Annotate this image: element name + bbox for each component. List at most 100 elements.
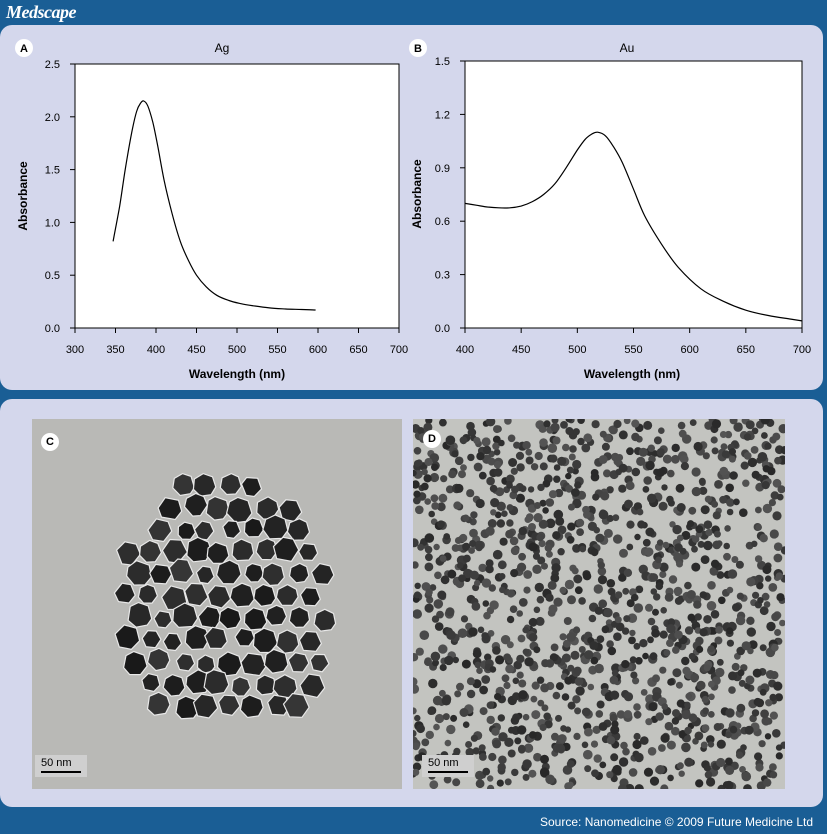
gold-particle (476, 667, 483, 674)
gold-particle (629, 629, 636, 637)
gold-particle (534, 582, 544, 593)
gold-particle (482, 767, 491, 776)
gold-particle (759, 534, 768, 543)
silver-particle (141, 629, 162, 649)
gold-particle (633, 502, 643, 511)
chart-b-ytick-label: 1.2 (435, 109, 450, 121)
silver-particle (313, 608, 337, 632)
gold-particle (738, 679, 746, 687)
gold-particle (671, 726, 680, 736)
gold-particle (652, 674, 660, 683)
gold-particle (544, 544, 553, 552)
gold-particle (658, 501, 668, 511)
silver-particle (192, 693, 219, 719)
gold-particle (723, 552, 731, 561)
gold-particle (678, 429, 687, 438)
gold-particle (610, 753, 619, 762)
gold-particle (533, 606, 541, 614)
gold-particle (755, 763, 764, 772)
gold-particle (601, 625, 610, 634)
gold-particle (744, 725, 754, 735)
gold-particle (510, 569, 519, 578)
gold-particle (762, 565, 772, 575)
gold-particle (732, 603, 741, 612)
gold-particle (699, 591, 707, 599)
gold-particle (510, 467, 518, 475)
gold-particle (677, 421, 686, 430)
gold-particle (623, 568, 633, 577)
gold-particle (702, 707, 709, 715)
gold-particle (564, 676, 573, 685)
gold-particle (666, 624, 676, 634)
panel-a-letter: A (20, 43, 28, 55)
gold-particle (737, 669, 745, 677)
gold-particle (479, 753, 487, 761)
silver-particle (286, 518, 311, 541)
gold-particle (545, 593, 554, 602)
chart-b-ylabel: Absorbance (410, 159, 424, 229)
silver-particle (265, 604, 288, 626)
gold-particle (485, 526, 495, 536)
gold-particle (430, 494, 439, 503)
gold-particle (413, 480, 420, 489)
gold-particle (758, 740, 766, 748)
gold-particle (635, 585, 644, 594)
gold-particle (592, 725, 601, 734)
gold-particle (532, 552, 541, 560)
gold-particle (702, 452, 710, 460)
gold-particle (550, 573, 560, 583)
gold-particle (542, 479, 551, 488)
gold-particle (647, 747, 657, 756)
gold-particle (761, 432, 768, 439)
silver-particle (172, 472, 196, 497)
gold-particle (508, 458, 518, 467)
gold-particle (659, 666, 667, 674)
gold-particle (681, 530, 691, 540)
gold-particle (431, 502, 440, 510)
gold-particle (513, 441, 521, 449)
gold-particle (567, 595, 576, 605)
gold-particle (590, 656, 599, 665)
gold-particle (608, 425, 616, 433)
gold-particle (466, 489, 475, 498)
silver-particle (267, 694, 291, 716)
gold-particle (773, 553, 783, 563)
gold-particle (622, 747, 630, 756)
gold-particle (640, 689, 648, 696)
gold-particle (415, 647, 424, 656)
gold-particle (424, 498, 431, 505)
gold-particle (493, 448, 501, 456)
gold-particle (536, 533, 544, 542)
gold-particle (440, 475, 448, 483)
gold-particle (475, 498, 485, 509)
gold-particle (570, 650, 580, 660)
chart-a-plot-area (74, 63, 400, 329)
gold-particle (487, 457, 496, 466)
gold-particle (661, 484, 668, 491)
gold-particle (539, 723, 547, 732)
gold-particle (628, 768, 638, 777)
silver-particle (147, 518, 173, 543)
gold-particle (414, 714, 421, 722)
gold-particle (429, 472, 440, 483)
gold-particle (446, 724, 456, 735)
gold-particle (726, 586, 734, 594)
gold-particle (769, 711, 778, 720)
gold-particle (508, 726, 515, 734)
gold-particle (752, 668, 762, 678)
gold-particle (454, 456, 464, 466)
gold-particle (606, 514, 614, 523)
gold-particle (769, 771, 778, 779)
gold-particle (750, 446, 759, 454)
gold-particle (490, 509, 497, 516)
gold-particle (642, 652, 649, 660)
gold-particle (492, 739, 502, 749)
gold-particle (475, 779, 485, 789)
gold-particle (462, 514, 470, 522)
gold-particle (629, 656, 637, 664)
gold-particle (424, 545, 433, 554)
gold-particle (590, 548, 599, 557)
gold-particle (623, 615, 631, 623)
gold-particle (539, 462, 548, 471)
gold-particle (642, 486, 650, 493)
